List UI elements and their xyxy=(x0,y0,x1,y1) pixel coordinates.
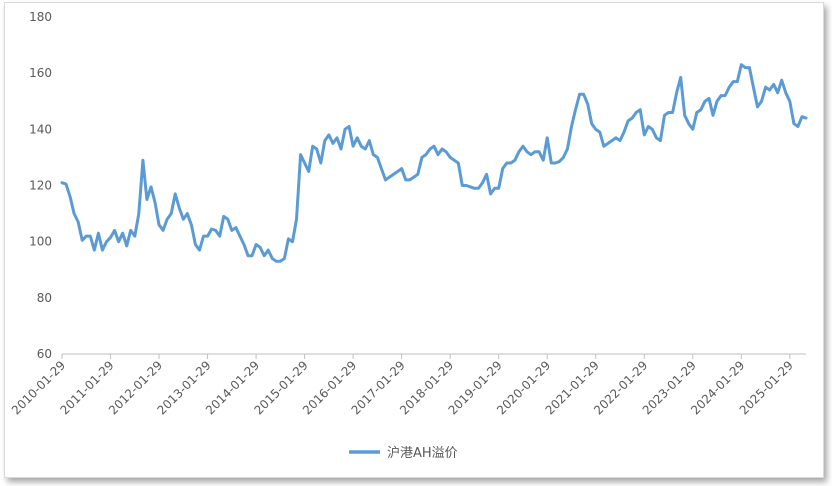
y-tick-label: 100 xyxy=(29,235,52,249)
y-tick-label: 80 xyxy=(37,291,52,305)
chart-frame xyxy=(4,2,824,478)
x-axis xyxy=(61,353,806,359)
y-tick-label: 180 xyxy=(29,10,52,24)
y-tick-label: 160 xyxy=(29,66,52,80)
y-tick-label: 120 xyxy=(29,179,52,193)
y-tick-label: 60 xyxy=(37,347,52,361)
y-axis: 60 80 100 120 140 160 180 xyxy=(29,10,52,361)
x-tick-labels: 2010-01-292011-01-292012-01-292013-01-29… xyxy=(9,358,796,417)
legend: 沪港AH溢价 xyxy=(349,445,458,461)
legend-label: 沪港AH溢价 xyxy=(387,445,458,461)
series-line xyxy=(60,63,808,263)
y-tick-label: 140 xyxy=(29,122,52,136)
